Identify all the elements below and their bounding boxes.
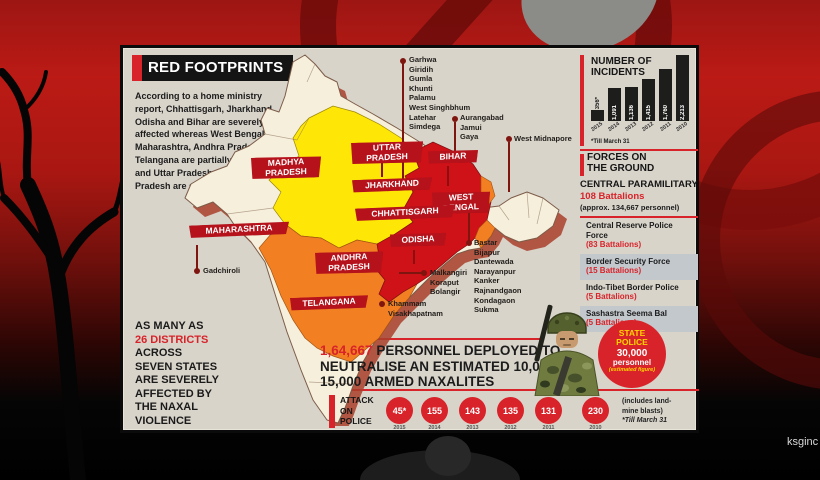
attack-value-2012: 135 xyxy=(497,397,524,424)
state-borders xyxy=(226,63,544,385)
district-list-jharkhand: Garhwa Giridih Gumla Khunti Palamu West … xyxy=(409,55,471,132)
leader-line xyxy=(468,208,470,242)
attack-value-2015: 45* xyxy=(386,397,413,424)
state-flag-madhya-pradesh: MADHYA PRADESH xyxy=(251,154,321,181)
divider xyxy=(325,389,699,391)
force-row-bsf: Border Security Force (15 Battalions) xyxy=(580,253,698,280)
state-flag-andhra-pradesh: ANDHRA PRADESH xyxy=(315,249,383,276)
district-list-odisha: Malkangiri Koraput Bolangir xyxy=(430,268,468,297)
divider xyxy=(580,216,698,218)
bar-2015: 356* 2015 xyxy=(590,96,605,133)
bar-2012: 1,415 2012 xyxy=(642,79,655,133)
bullet-marker xyxy=(421,270,427,276)
central-paramilitary-label: CENTRAL PARAMILITARY xyxy=(580,179,698,190)
flag-pole xyxy=(381,161,383,177)
leader-line xyxy=(402,63,404,181)
attack-accent-bar xyxy=(329,395,335,428)
incidents-footnote: *Till March 31 xyxy=(591,139,630,145)
bullet-marker xyxy=(506,136,512,142)
attack-value-2014: 155 xyxy=(421,397,448,424)
incidents-section: NUMBER OF INCIDENTS 356* 2015 1,091 2014… xyxy=(580,55,702,146)
district-list-maharashtra: Gadchiroli xyxy=(203,266,241,275)
incidents-bar-chart: 356* 2015 1,091 2014 1,136 2013 1,415 20… xyxy=(590,55,689,133)
approx-personnel: (approx. 134,667 personnel) xyxy=(580,203,680,212)
infographic-panel: RED FOOTPRINTS According to a home minis… xyxy=(120,45,699,433)
bullet-marker xyxy=(400,58,406,64)
districts-note: AS MANY AS 26 DISTRICTS ACROSS SEVEN STA… xyxy=(135,320,219,427)
district-list-west-bengal: West Midnapore xyxy=(514,134,572,143)
leader-line xyxy=(196,245,198,269)
bar-2010: 2,213 2010 xyxy=(676,55,689,133)
bar-2011: 1,760 2011 xyxy=(659,69,672,133)
bullet-marker xyxy=(194,268,200,274)
district-list-chhattisgarh: Bastar Bijapur Dantewada Narayanpur Kank… xyxy=(474,238,522,315)
region-partial-south-bengal xyxy=(474,219,496,249)
attack-value-2011: 131 xyxy=(535,397,562,424)
battalions-value: 108 Battalions xyxy=(580,191,645,202)
attack-note: (includes land- mine blasts) *Till March… xyxy=(622,398,672,424)
soldier-illustration xyxy=(534,304,600,396)
incidents-title: NUMBER OF INCIDENTS xyxy=(591,56,652,78)
divider xyxy=(580,149,698,151)
bar-2013: 1,136 2013 xyxy=(625,87,638,133)
forces-heading-accent xyxy=(580,154,584,176)
bullet-marker xyxy=(379,301,385,307)
deployment-statement: 1,64,667 PERSONNEL DEPLOYED TO NEUTRALIS… xyxy=(320,343,561,389)
leader-line xyxy=(454,122,456,160)
divider xyxy=(323,338,541,340)
force-row-crpf: Central Reserve Police Force (83 Battali… xyxy=(586,221,673,249)
attack-value-2010: 230 xyxy=(582,397,609,424)
district-list-bihar: Aurangabad Jamui Gaya xyxy=(460,113,504,142)
page-title: RED FOOTPRINTS xyxy=(142,55,294,81)
districts-count: 26 DISTRICTS xyxy=(135,333,209,346)
deployment-count: 1,64,667 xyxy=(320,343,373,358)
attack-on-police-label: ATTACK ON POLICE xyxy=(340,395,374,426)
leader-line xyxy=(508,142,510,192)
district-list-andhra: Khammam Visakhapatnam xyxy=(388,299,443,318)
attack-value-2013: 143 xyxy=(459,397,486,424)
watermark: ksginc xyxy=(787,436,819,448)
flag-pole xyxy=(447,166,449,186)
leader-line xyxy=(399,272,423,274)
figure-head-silhouette xyxy=(425,436,471,476)
flag-pole xyxy=(413,250,415,264)
header-bar: RED FOOTPRINTS xyxy=(132,55,294,81)
header-accent xyxy=(132,55,142,81)
forces-heading: FORCES ON THE GROUND xyxy=(587,152,655,174)
bar-2014: 1,091 2014 xyxy=(608,88,621,133)
force-row-itbp: Indo-Tibet Border Police (5 Battalions) xyxy=(586,282,679,302)
state-police-badge: STATE POLICE 30,000 personnel (estimated… xyxy=(598,320,666,388)
bullet-marker xyxy=(466,240,472,246)
bullet-marker xyxy=(452,116,458,122)
state-flag-uttar-pradesh: UTTAR PRADESH xyxy=(351,139,423,166)
